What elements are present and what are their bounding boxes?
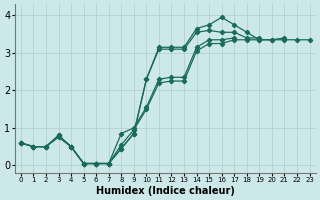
X-axis label: Humidex (Indice chaleur): Humidex (Indice chaleur) xyxy=(96,186,235,196)
